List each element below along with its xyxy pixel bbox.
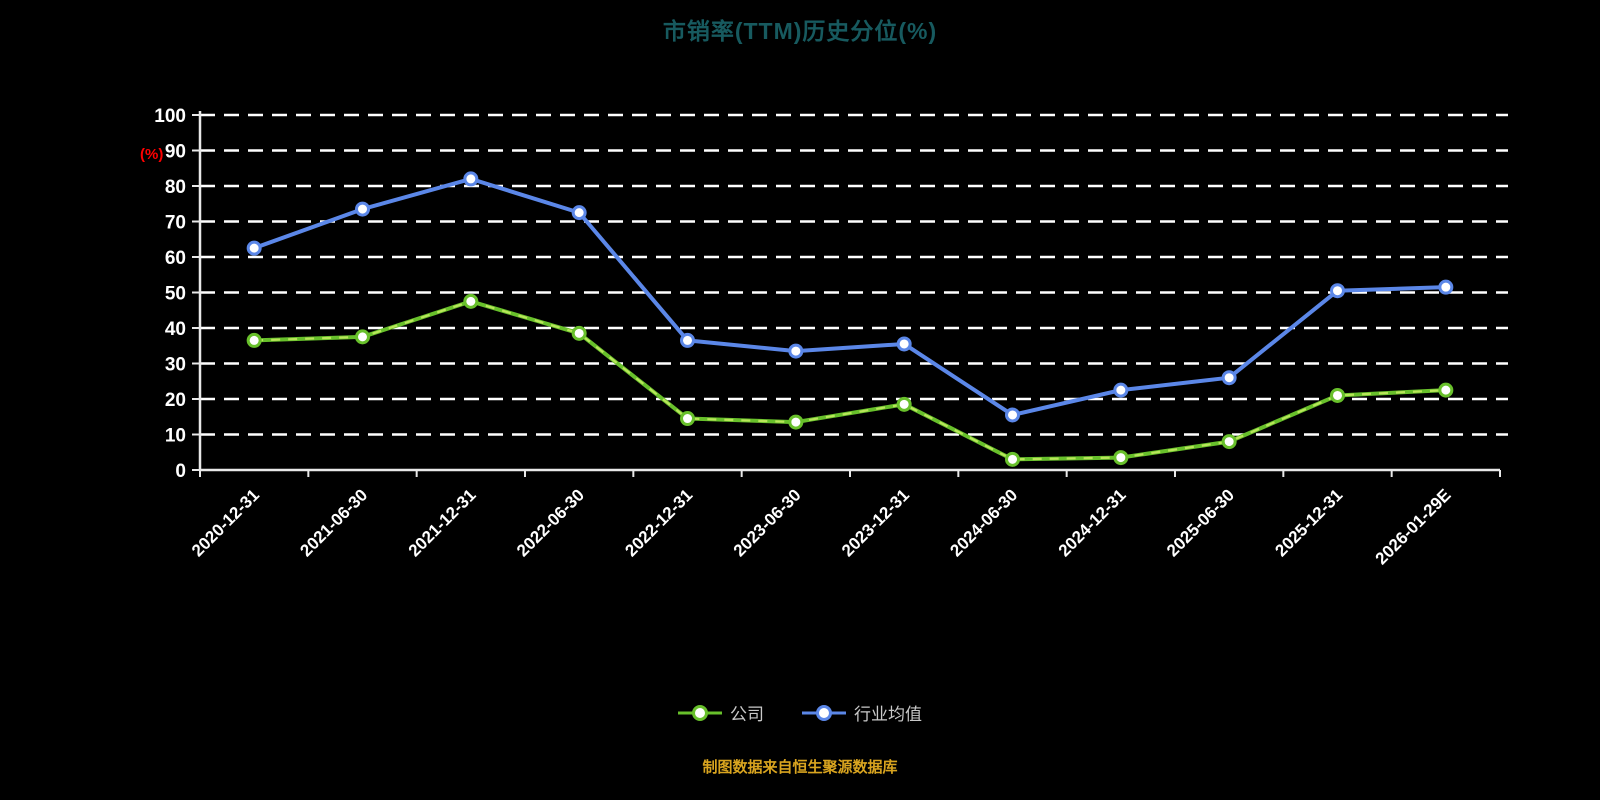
data-point-company (1330, 387, 1345, 403)
data-source-note: 制图数据来自恒生聚源数据库 (702, 759, 898, 776)
x-tick-label: 2026-01-29E (1372, 485, 1455, 568)
legend: 公司 行业均值 (0, 700, 1600, 725)
data-point-industry-average (571, 205, 587, 221)
data-point-company (246, 332, 262, 348)
chart-title: 市销率(TTM)历史分位(%) (662, 18, 938, 44)
data-point-industry-average (1005, 407, 1020, 423)
data-point-company (1438, 382, 1454, 398)
y-tick-label: 20 (165, 390, 186, 411)
series-industry-average (246, 171, 1454, 423)
x-tick-label: 2024-06-30 (946, 485, 1021, 560)
data-point-company (463, 293, 479, 309)
y-tick-label: 60 (165, 248, 186, 269)
y-tick-label: 70 (165, 213, 186, 234)
data-point-company (1113, 450, 1129, 466)
y-tick-label: 100 (154, 106, 186, 127)
y-tick-label: 30 (165, 355, 186, 376)
legend-marker-icon-company (678, 704, 722, 721)
data-point-industry-average (355, 201, 370, 217)
data-point-industry-average (1438, 279, 1454, 295)
x-tick-label: 2020-12-31 (188, 485, 263, 560)
y-tick-label: 0 (175, 461, 186, 482)
legend-label: 公司 (730, 705, 764, 724)
y-tick-label: 10 (165, 426, 186, 447)
x-tick-label: 2021-12-31 (405, 485, 480, 560)
y-tick-label: 80 (165, 177, 186, 198)
x-tick-label: 2021-06-30 (296, 485, 371, 560)
x-tick-label: 2022-06-30 (513, 485, 588, 560)
data-point-company (896, 396, 912, 412)
x-tick-label: 2025-06-30 (1163, 485, 1238, 560)
legend-label: 行业均值 (854, 705, 922, 724)
series-line-industry-average (252, 176, 1448, 417)
x-tick-label: 2025-12-31 (1271, 485, 1346, 560)
data-point-industry-average (788, 343, 804, 359)
data-point-industry-average (680, 332, 695, 348)
data-point-company (680, 411, 695, 427)
data-point-company (1005, 451, 1020, 467)
x-tick-label: 2022-12-31 (621, 485, 696, 560)
legend-marker-icon-industry-average (802, 704, 846, 721)
data-point-industry-average (1330, 283, 1345, 299)
legend-item-company[interactable]: 公司 (678, 700, 764, 725)
y-axis-unit-label: (%) (140, 146, 164, 163)
data-point-industry-average (1221, 370, 1237, 386)
x-tick-label: 2023-12-31 (838, 485, 913, 560)
series-line-overlay-company (254, 300, 1446, 461)
legend-item-industry-average[interactable]: 行业均值 (802, 700, 922, 725)
y-tick-label: 50 (165, 284, 186, 305)
data-point-industry-average (246, 240, 262, 256)
series-company (246, 293, 1454, 467)
data-point-industry-average (896, 336, 912, 352)
data-point-industry-average (1113, 382, 1129, 398)
x-tick-label: 2023-06-30 (730, 485, 805, 560)
data-point-company (355, 329, 370, 345)
chart-plot: 0 10 20 30 40 50 60 70 80 90 100 2020-12-31 2021-06-… (154, 106, 1508, 568)
data-point-company (788, 414, 804, 430)
data-point-industry-average (463, 171, 479, 187)
y-tick-label: 40 (165, 319, 186, 340)
data-point-company (1221, 434, 1237, 450)
data-point-company (571, 325, 587, 341)
x-tick-label: 2024-12-31 (1055, 485, 1130, 560)
y-tick-label: 90 (165, 142, 186, 163)
